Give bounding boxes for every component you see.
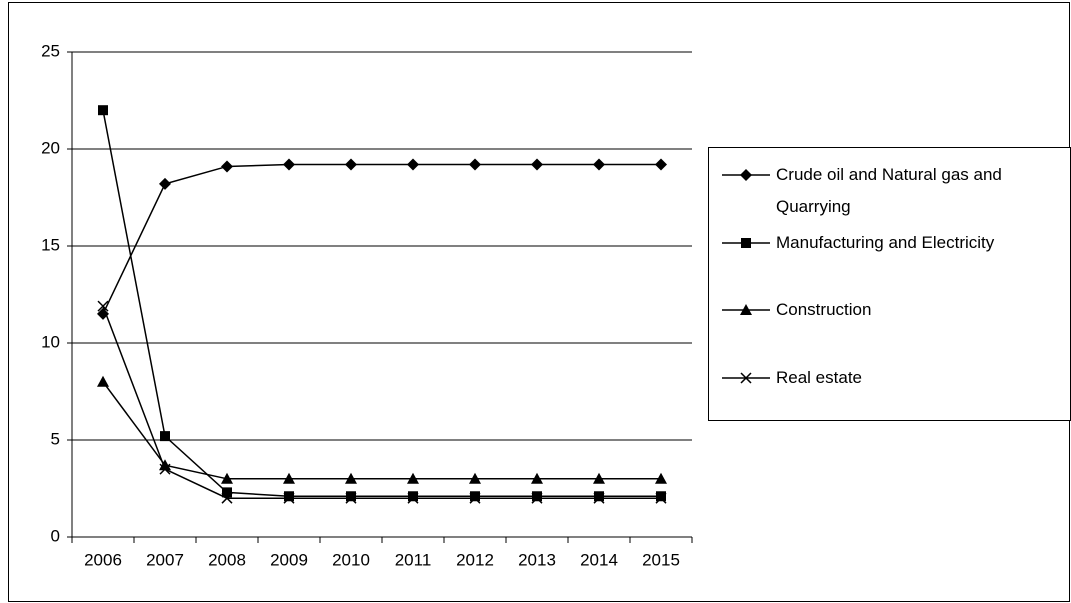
x-tick-label: 2007	[146, 550, 184, 569]
point-marker	[159, 463, 171, 475]
legend-marker	[740, 372, 752, 384]
point-marker	[345, 472, 357, 484]
point-marker	[345, 492, 357, 504]
x-tick-label: 2009	[270, 550, 308, 569]
point-marker	[283, 492, 295, 504]
x-tick-label: 2011	[395, 550, 432, 569]
legend-label: Real estate	[776, 368, 862, 387]
point-marker	[532, 491, 542, 502]
point-marker	[284, 491, 294, 502]
point-marker	[408, 491, 418, 502]
legend-label: Crude oil and Natural gas and Quarrying	[776, 165, 1002, 216]
point-marker	[531, 158, 543, 171]
x-tick-label: 2013	[518, 550, 556, 569]
legend-label: Manufacturing and Electricity	[776, 233, 995, 252]
y-tick-label: 10	[41, 332, 60, 351]
point-marker	[222, 487, 232, 498]
point-marker	[221, 160, 233, 173]
point-marker	[469, 492, 481, 504]
series-line	[102, 163, 661, 315]
point-marker	[159, 459, 171, 471]
point-marker	[531, 492, 543, 504]
legend-marker	[740, 169, 752, 181]
x-tick-label: 2015	[642, 550, 680, 569]
point-marker	[407, 158, 419, 171]
legend-marker	[740, 304, 752, 315]
x-tick-label: 2010	[332, 550, 370, 569]
legend-label: Construction	[776, 300, 872, 319]
y-tick-label: 15	[41, 235, 60, 254]
point-marker	[656, 491, 666, 502]
point-marker	[407, 472, 419, 484]
point-marker	[98, 105, 108, 116]
y-tick-label: 25	[41, 41, 60, 60]
point-marker	[346, 491, 356, 502]
point-marker	[407, 492, 419, 504]
point-marker	[283, 472, 295, 484]
point-marker	[531, 472, 543, 484]
point-marker	[97, 300, 109, 312]
point-marker	[470, 491, 480, 502]
point-marker	[655, 492, 667, 504]
legend-marker	[741, 238, 751, 248]
point-marker	[345, 158, 357, 171]
point-marker	[469, 158, 481, 171]
point-marker	[593, 472, 605, 484]
y-tick-label: 20	[41, 138, 60, 157]
x-tick-label: 2008	[208, 550, 246, 569]
point-marker	[655, 158, 667, 171]
point-marker	[160, 431, 170, 442]
point-marker	[97, 375, 109, 387]
x-tick-label: 2006	[84, 550, 122, 569]
point-marker	[221, 492, 233, 504]
point-marker	[221, 472, 233, 484]
y-tick-label: 5	[51, 429, 60, 448]
point-marker	[594, 491, 604, 502]
series-line	[102, 110, 661, 498]
point-marker	[593, 158, 605, 171]
series-line	[102, 305, 661, 499]
x-tick-label: 2012	[456, 550, 494, 569]
point-marker	[469, 472, 481, 484]
y-tick-label: 0	[51, 526, 60, 545]
legend-box	[708, 147, 1071, 421]
point-marker	[655, 472, 667, 484]
series-line	[102, 381, 661, 480]
point-marker	[283, 158, 295, 171]
x-tick-label: 2014	[580, 550, 618, 569]
point-marker	[593, 492, 605, 504]
point-marker	[97, 307, 109, 320]
point-marker	[159, 177, 171, 190]
